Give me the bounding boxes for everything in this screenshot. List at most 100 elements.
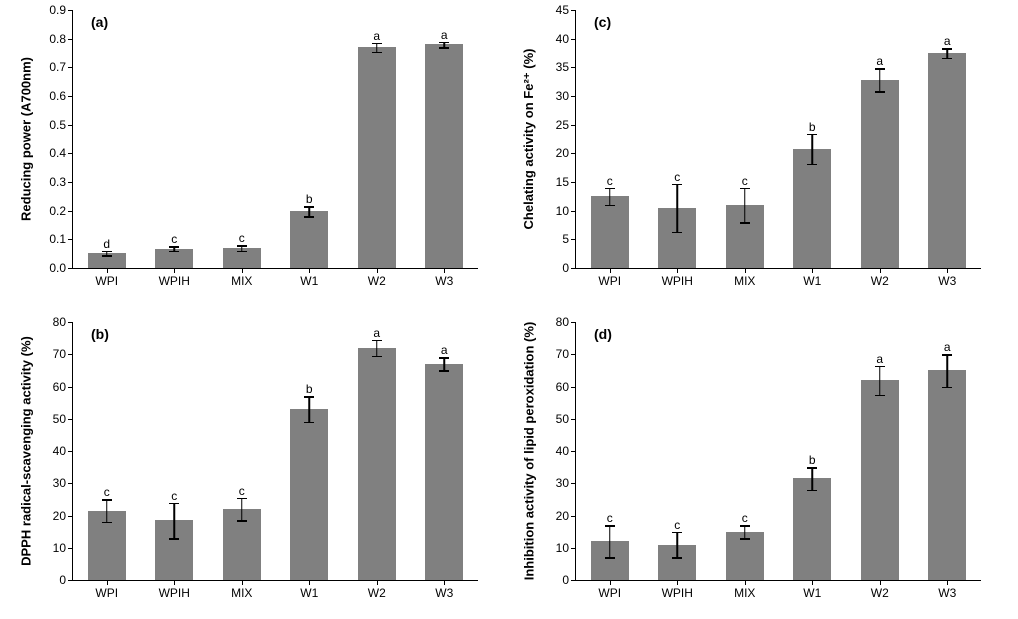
ytick-label: 70 [53, 347, 66, 361]
ytick [571, 10, 576, 11]
y-axis-label: Chelating activity on Fe²⁺ (%) [521, 49, 537, 230]
ytick [571, 67, 576, 68]
ytick-label: 30 [53, 476, 66, 490]
ytick-label: 30 [556, 476, 569, 490]
ytick-label: 45 [556, 3, 569, 17]
ytick-label: 0.6 [49, 89, 66, 103]
ytick [571, 39, 576, 40]
ytick-label: 50 [53, 412, 66, 426]
ytick-label: 40 [556, 32, 569, 46]
xtick-label: W1 [803, 274, 821, 288]
ytick [68, 322, 73, 323]
bar [793, 149, 831, 268]
significance-label: c [607, 511, 613, 525]
ytick-label: 0.3 [49, 175, 66, 189]
ytick-label: 0 [562, 573, 569, 587]
xtick [812, 580, 813, 585]
xtick [677, 580, 678, 585]
ytick-label: 70 [556, 347, 569, 361]
ytick-label: 25 [556, 118, 569, 132]
plot-area: 0.00.10.20.30.40.50.60.70.80.9WPIdWPIHcM… [72, 10, 478, 269]
panel-tag: (a) [91, 14, 108, 30]
bar [793, 478, 831, 580]
xtick-label: W3 [938, 274, 956, 288]
ytick-label: 60 [556, 380, 569, 394]
xtick-label: W1 [300, 274, 318, 288]
xtick [880, 268, 881, 273]
ytick-label: 0 [59, 573, 66, 587]
ytick [68, 96, 73, 97]
significance-label: c [171, 489, 177, 503]
bar [861, 380, 899, 580]
xtick-label: W1 [300, 586, 318, 600]
significance-label: c [674, 518, 680, 532]
ytick [571, 322, 576, 323]
bar [928, 53, 966, 268]
xtick-label: W1 [803, 586, 821, 600]
ytick [571, 211, 576, 212]
bar [425, 44, 463, 268]
ytick [68, 516, 73, 517]
ytick [68, 182, 73, 183]
ytick-label: 50 [556, 412, 569, 426]
xtick [377, 268, 378, 273]
xtick [242, 268, 243, 273]
xtick-label: W2 [368, 274, 386, 288]
ytick [571, 548, 576, 549]
significance-label: a [944, 34, 951, 48]
ytick-label: 10 [556, 204, 569, 218]
significance-label: a [876, 54, 883, 68]
xtick [444, 580, 445, 585]
ytick-label: 80 [53, 315, 66, 329]
ytick-label: 5 [562, 232, 569, 246]
xtick-label: MIX [734, 274, 755, 288]
ytick [571, 96, 576, 97]
xtick-label: W2 [871, 274, 889, 288]
ytick [571, 419, 576, 420]
xtick [812, 268, 813, 273]
xtick-label: WPI [95, 586, 118, 600]
ytick [68, 387, 73, 388]
significance-label: c [171, 232, 177, 246]
xtick-label: WPIH [662, 586, 693, 600]
significance-label: d [103, 237, 110, 251]
xtick-label: W2 [871, 586, 889, 600]
xtick [610, 268, 611, 273]
significance-label: a [373, 326, 380, 340]
y-axis-label: DPPH radical-scavenging activity (%) [19, 336, 34, 566]
significance-label: b [306, 192, 313, 206]
panel-tag: (d) [594, 326, 612, 342]
ytick [68, 125, 73, 126]
ytick-label: 0.8 [49, 32, 66, 46]
plot-area: 01020304050607080WPIcWPIHcMIXcW1bW2aW3a(… [575, 322, 981, 581]
ytick-label: 40 [53, 444, 66, 458]
xtick [444, 268, 445, 273]
panel-c: 051015202530354045WPIcWPIHcMIXcW1bW2aW3a… [575, 10, 980, 268]
plot-area: 01020304050607080WPIcWPIHcMIXcW1bW2aW3a(… [72, 322, 478, 581]
significance-label: a [944, 340, 951, 354]
ytick [68, 548, 73, 549]
bar [358, 348, 396, 580]
ytick [68, 239, 73, 240]
ytick-label: 10 [556, 541, 569, 555]
ytick [68, 354, 73, 355]
panel-a: 0.00.10.20.30.40.50.60.70.80.9WPIdWPIHcM… [72, 10, 477, 268]
xtick-label: MIX [734, 586, 755, 600]
significance-label: c [742, 511, 748, 525]
significance-label: b [809, 120, 816, 134]
xtick [677, 268, 678, 273]
ytick [68, 268, 73, 269]
ytick-label: 10 [53, 541, 66, 555]
ytick [68, 483, 73, 484]
bar [290, 211, 328, 268]
ytick [68, 419, 73, 420]
significance-label: c [742, 174, 748, 188]
ytick [68, 211, 73, 212]
y-axis-label: Inhibition activity of lipid peroxidatio… [522, 322, 537, 581]
ytick-label: 20 [53, 509, 66, 523]
ytick-label: 0.9 [49, 3, 66, 17]
panel-tag: (b) [91, 326, 109, 342]
ytick-label: 60 [53, 380, 66, 394]
ytick [571, 182, 576, 183]
xtick-label: W3 [435, 586, 453, 600]
